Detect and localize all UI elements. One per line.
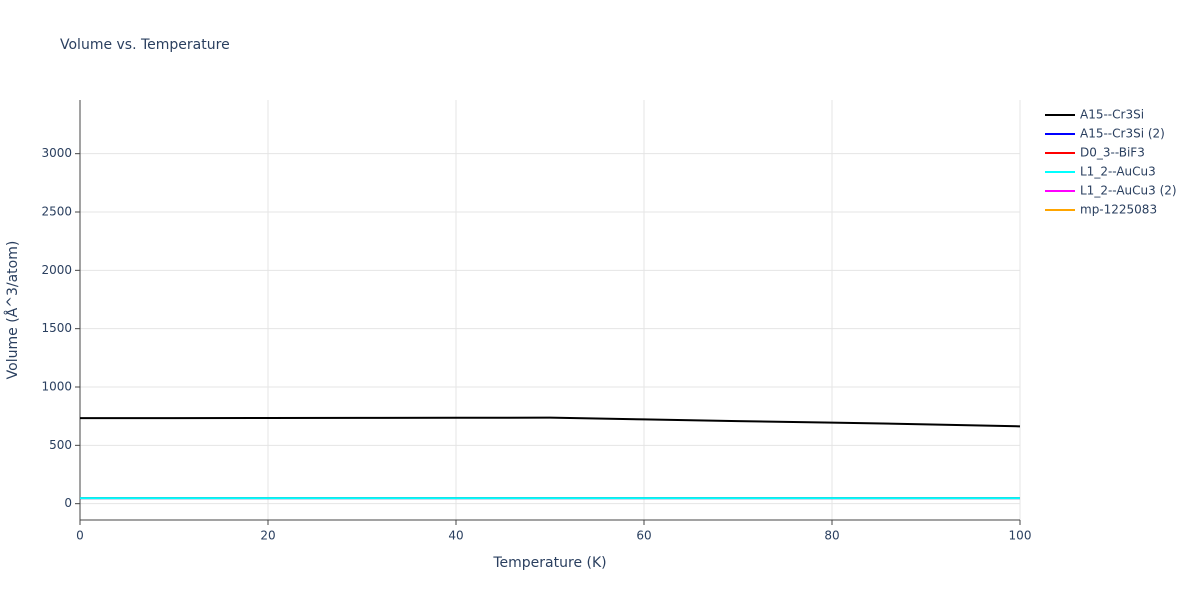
- x-tick-label: 80: [824, 529, 839, 543]
- y-tick-label: 1000: [41, 380, 72, 394]
- series-line: [80, 416, 1021, 428]
- x-tick-label: 0: [76, 529, 84, 543]
- x-tick-label: 20: [260, 529, 275, 543]
- x-tick-label: 40: [448, 529, 463, 543]
- legend-label: D0_3--BiF3: [1080, 146, 1145, 160]
- x-tick-label: 100: [1009, 529, 1032, 543]
- legend-label: mp-1225083: [1080, 203, 1157, 217]
- y-tick-label: 0: [64, 496, 72, 510]
- y-tick-label: 3000: [41, 146, 72, 160]
- y-tick-label: 1500: [41, 321, 72, 335]
- y-tick-label: 500: [49, 438, 72, 452]
- chart-title: Volume vs. Temperature: [60, 37, 230, 53]
- legend-label: A15--Cr3Si (2): [1080, 127, 1165, 141]
- y-tick-label: 2000: [41, 263, 72, 277]
- x-tick-label: 60: [636, 529, 651, 543]
- y-axis-title: Volume (Å^3/atom): [4, 241, 21, 380]
- legend-label: A15--Cr3Si: [1080, 108, 1144, 122]
- y-tick-label: 2500: [41, 205, 72, 219]
- legend-label: L1_2--AuCu3 (2): [1080, 184, 1177, 198]
- legend-label: L1_2--AuCu3: [1080, 165, 1156, 179]
- x-axis-title: Temperature (K): [492, 555, 606, 571]
